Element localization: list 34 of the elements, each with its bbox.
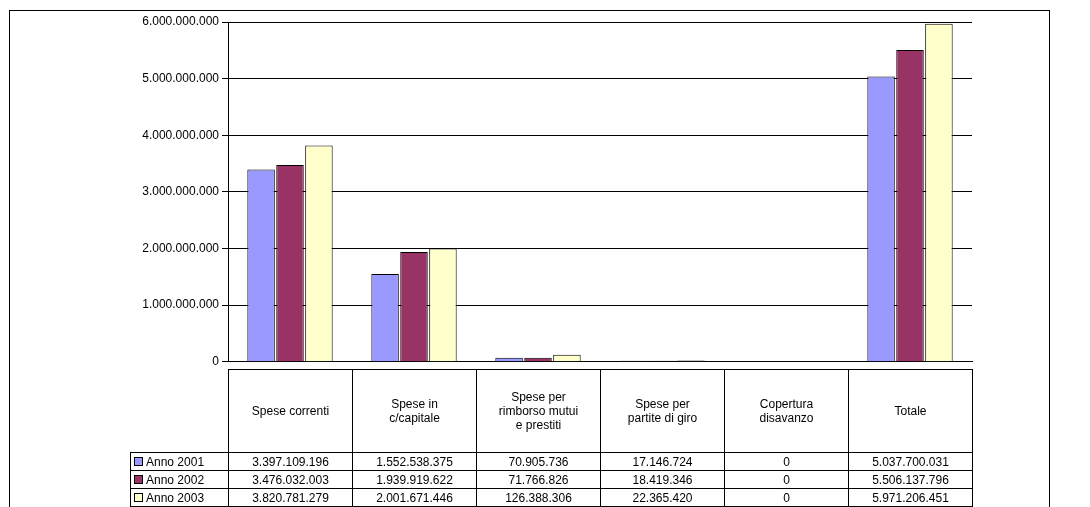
x-tick-label: Spese in c/capitale bbox=[352, 369, 477, 453]
y-tick-label: 4.000.000.000 bbox=[142, 127, 220, 142]
y-tick-label: 6.000.000.000 bbox=[142, 14, 220, 29]
x-tick-label: Totale bbox=[848, 369, 973, 453]
data-label: 5.037.700.031 bbox=[848, 452, 973, 471]
data-label: 22.365.420 bbox=[600, 488, 725, 507]
data-label: 1.939.919.622 bbox=[352, 470, 477, 489]
data-label: 0 bbox=[724, 488, 849, 507]
legend-label: Anno 2003 bbox=[130, 488, 229, 507]
data-label: 0 bbox=[724, 452, 849, 471]
y-tick-label: 5.000.000.000 bbox=[142, 70, 220, 85]
legend-label: Anno 2002 bbox=[130, 470, 229, 489]
data-label: 2.001.671.446 bbox=[352, 488, 477, 507]
x-tick-label: Spese correnti bbox=[228, 369, 353, 453]
data-label: 18.419.346 bbox=[600, 470, 725, 489]
x-tick-label: Spese per rimborso mutui e prestiti bbox=[476, 369, 601, 453]
data-label: 126.388.306 bbox=[476, 488, 601, 507]
legend-label: Anno 2001 bbox=[130, 452, 229, 471]
data-label: 0 bbox=[724, 470, 849, 489]
x-tick-label: Spese per partite di giro bbox=[600, 369, 725, 453]
y-tick-label: 3.000.000.000 bbox=[142, 184, 220, 199]
data-label: 1.552.538.375 bbox=[352, 452, 477, 471]
data-label: 71.766.826 bbox=[476, 470, 601, 489]
y-tick-label: 2.000.000.000 bbox=[142, 240, 220, 255]
y-tick-label: 1.000.000.000 bbox=[142, 297, 220, 312]
data-label: 70.905.736 bbox=[476, 452, 601, 471]
data-label: 3.476.032.003 bbox=[228, 470, 353, 489]
data-label: 3.820.781.279 bbox=[228, 488, 353, 507]
data-label: 3.397.109.196 bbox=[228, 452, 353, 471]
data-label: 5.971.206.451 bbox=[848, 488, 973, 507]
y-tick-label: 0 bbox=[212, 354, 220, 369]
data-label: 17.146.724 bbox=[600, 452, 725, 471]
x-tick-label: Copertura disavanzo bbox=[724, 369, 849, 453]
data-label: 5.506.137.796 bbox=[848, 470, 973, 489]
